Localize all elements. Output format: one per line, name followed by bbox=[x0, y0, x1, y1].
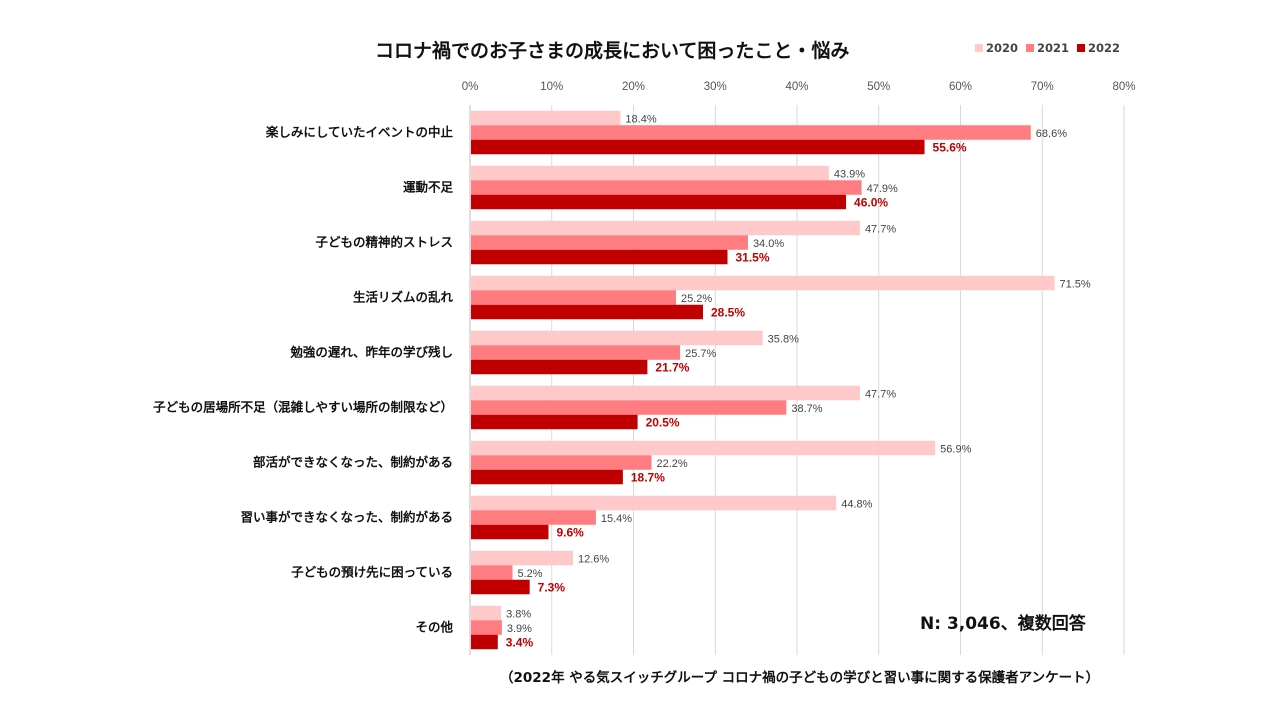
data-label-2021: 34.0% bbox=[753, 238, 784, 250]
bar-2021 bbox=[471, 510, 596, 525]
bar-2021 bbox=[471, 400, 787, 415]
category-label: 習い事ができなくなった、制約がある bbox=[240, 510, 453, 525]
category-label: 子どもの精神的ストレス bbox=[315, 235, 453, 250]
data-label-2021: 3.9% bbox=[507, 623, 532, 635]
data-label-2022: 7.3% bbox=[538, 580, 566, 594]
bar-2022 bbox=[471, 469, 623, 485]
bar-2021 bbox=[471, 620, 502, 635]
data-label-2021: 15.4% bbox=[601, 513, 632, 525]
legend-item-2020: 2020 bbox=[975, 41, 1018, 55]
data-label-2022: 21.7% bbox=[655, 360, 689, 374]
category-label: 部活ができなくなった、制約がある bbox=[253, 455, 453, 470]
data-label-2021: 25.7% bbox=[685, 348, 716, 360]
data-label-2021: 38.7% bbox=[791, 403, 822, 415]
x-tick-label: 80% bbox=[1112, 81, 1135, 93]
bar-2020 bbox=[471, 110, 621, 126]
bar-2021 bbox=[471, 235, 748, 250]
bar-2020 bbox=[471, 440, 936, 456]
data-label-2020: 43.9% bbox=[834, 168, 865, 180]
bar-2020 bbox=[471, 385, 860, 401]
data-label-2020: 47.7% bbox=[865, 388, 896, 400]
data-label-2021: 5.2% bbox=[518, 568, 543, 580]
category-label: その他 bbox=[415, 620, 453, 635]
sample-note: N: 3,046、複数回答 bbox=[920, 614, 1086, 634]
data-label-2020: 71.5% bbox=[1060, 278, 1091, 290]
data-label-2021: 68.6% bbox=[1036, 128, 1067, 140]
data-label-2022: 20.5% bbox=[646, 415, 680, 429]
x-tick-label: 50% bbox=[867, 81, 890, 93]
data-label-2022: 18.7% bbox=[631, 470, 665, 484]
legend-label: 2021 bbox=[1037, 41, 1070, 55]
category-label: 運動不足 bbox=[403, 180, 454, 195]
x-tick-label: 70% bbox=[1031, 81, 1054, 93]
data-label-2022: 55.6% bbox=[933, 140, 967, 154]
legend-item-2022: 2022 bbox=[1077, 41, 1120, 55]
data-label-2022: 28.5% bbox=[711, 305, 745, 319]
data-label-2022: 31.5% bbox=[736, 250, 770, 264]
data-label-2020: 44.8% bbox=[841, 498, 872, 510]
legend-label: 2022 bbox=[1088, 41, 1121, 55]
data-label-2021: 47.9% bbox=[867, 183, 898, 195]
bar-2022 bbox=[471, 194, 847, 210]
bar-2020 bbox=[471, 495, 837, 511]
data-label-2022: 46.0% bbox=[854, 195, 888, 209]
bar-2022 bbox=[471, 304, 703, 320]
x-tick-label: 10% bbox=[540, 81, 563, 93]
bar-2022 bbox=[471, 359, 648, 375]
category-label: 勉強の遅れ、昨年の学び残し bbox=[289, 345, 453, 360]
bar-2021 bbox=[471, 125, 1031, 140]
x-tick-label: 0% bbox=[462, 81, 479, 93]
data-label-2020: 3.8% bbox=[506, 608, 531, 620]
bar-2022 bbox=[471, 249, 728, 265]
bar-2022 bbox=[471, 634, 498, 650]
data-label-2021: 22.2% bbox=[656, 458, 687, 470]
category-label: 楽しみにしていたイベントの中止 bbox=[265, 125, 454, 140]
x-tick-label: 60% bbox=[949, 81, 972, 93]
legend-swatch bbox=[975, 44, 983, 52]
legend-swatch bbox=[1077, 44, 1086, 52]
bar-2022 bbox=[471, 414, 638, 430]
category-label: 子どもの預け先に困っている bbox=[291, 565, 453, 580]
bar-2020 bbox=[471, 165, 829, 181]
bar-2022 bbox=[471, 579, 530, 595]
x-tick-label: 30% bbox=[704, 81, 727, 93]
category-label: 生活リズムの乱れ bbox=[353, 290, 454, 305]
legend-swatch bbox=[1026, 44, 1035, 52]
data-label-2020: 47.7% bbox=[865, 223, 896, 235]
data-label-2020: 35.8% bbox=[768, 333, 799, 345]
legend-label: 2020 bbox=[986, 41, 1019, 55]
data-label-2020: 18.4% bbox=[625, 113, 656, 125]
data-label-2022: 9.6% bbox=[556, 525, 584, 539]
bar-2022 bbox=[471, 139, 925, 155]
bar-2021 bbox=[471, 565, 513, 580]
legend-item-2021: 2021 bbox=[1026, 41, 1069, 55]
bar-2020 bbox=[471, 330, 763, 346]
x-tick-label: 40% bbox=[785, 81, 808, 93]
bar-2020 bbox=[471, 550, 574, 566]
data-label-2021: 25.2% bbox=[681, 293, 712, 305]
bar-2020 bbox=[471, 605, 502, 621]
chart-title: コロナ禍でのお子さまの成長において困ったこと・悩み bbox=[375, 40, 850, 62]
bar-2021 bbox=[471, 290, 677, 305]
x-tick-label: 20% bbox=[622, 81, 645, 93]
bar-2020 bbox=[471, 275, 1055, 291]
bar-2021 bbox=[471, 455, 652, 470]
bar-2021 bbox=[471, 345, 681, 360]
bar-2021 bbox=[471, 180, 862, 195]
data-label-2022: 3.4% bbox=[506, 635, 534, 649]
bar-2022 bbox=[471, 524, 549, 540]
source-note: （2022年 やる気スイッチグループ コロナ禍の子どもの学びと習い事に関する保護… bbox=[500, 670, 1100, 686]
legend: 2020 2021 2022 bbox=[975, 41, 1120, 55]
category-label: 子どもの居場所不足（混雑しやすい場所の制限など） bbox=[153, 400, 453, 415]
data-label-2020: 56.9% bbox=[940, 443, 971, 455]
bar-2020 bbox=[471, 220, 860, 236]
data-label-2020: 12.6% bbox=[578, 553, 609, 565]
